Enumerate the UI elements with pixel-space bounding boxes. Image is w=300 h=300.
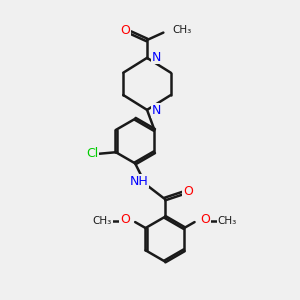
Text: O: O [183, 185, 193, 198]
Text: CH₃: CH₃ [93, 216, 112, 226]
Text: N: N [152, 104, 161, 117]
Text: O: O [120, 24, 130, 37]
Text: CH₃: CH₃ [172, 25, 191, 35]
Text: O: O [200, 213, 210, 226]
Text: N: N [152, 51, 161, 64]
Text: CH₃: CH₃ [218, 216, 237, 226]
Text: NH: NH [130, 175, 148, 188]
Text: Cl: Cl [86, 147, 98, 160]
Text: O: O [120, 213, 130, 226]
